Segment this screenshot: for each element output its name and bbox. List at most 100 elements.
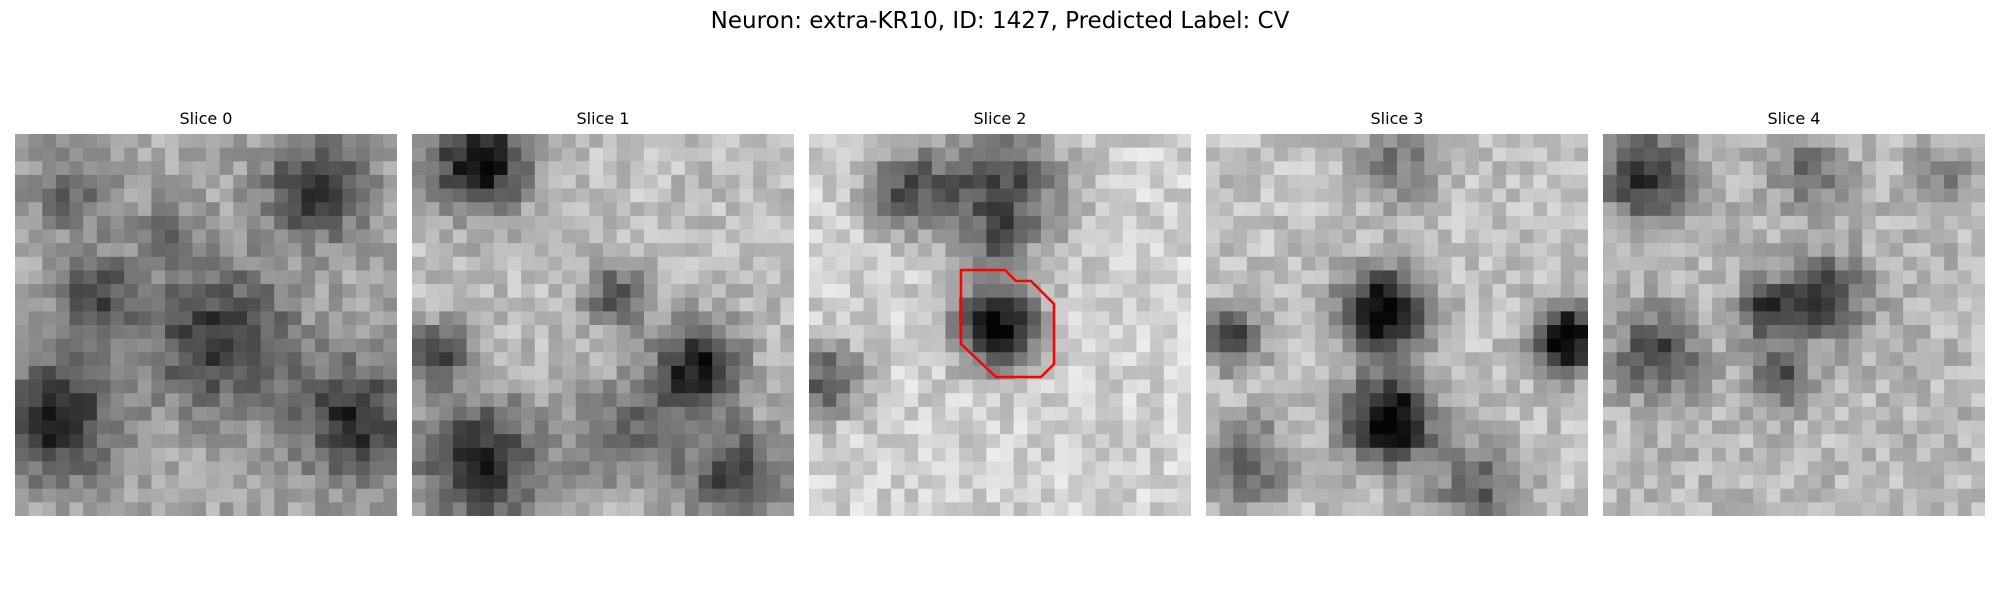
pixel (945, 475, 960, 490)
pixel (1725, 393, 1741, 408)
pixel (1671, 243, 1686, 258)
pixel (1356, 270, 1371, 285)
pixel (1616, 420, 1631, 435)
pixel (534, 270, 550, 285)
pixel (1315, 406, 1330, 422)
pixel (1671, 284, 1686, 299)
pixel (1862, 379, 1877, 394)
pixel (1233, 393, 1248, 408)
pixel (1410, 297, 1425, 312)
pixel (233, 297, 248, 312)
pixel (1848, 393, 1863, 408)
slice-title: Slice 3 (1370, 109, 1424, 128)
pixel (452, 434, 468, 449)
pixel (192, 284, 207, 299)
pixel (809, 365, 824, 381)
pixel (1109, 406, 1124, 422)
pixel (931, 352, 947, 367)
pixel (55, 215, 71, 231)
pixel (1643, 284, 1659, 299)
pixel (1603, 174, 1618, 190)
pixel (1916, 229, 1932, 244)
pixel (1356, 147, 1371, 162)
pixel (1616, 256, 1631, 272)
pixel (1246, 243, 1262, 258)
pixel (1437, 284, 1453, 299)
pixel (301, 311, 316, 326)
pixel (1492, 270, 1507, 285)
pixel (712, 447, 727, 463)
pixel (1944, 188, 1959, 203)
pixel (1177, 270, 1191, 285)
pixel (603, 147, 618, 162)
pixel (739, 393, 754, 408)
pixel (1451, 215, 1466, 231)
pixel (1437, 147, 1453, 162)
pixel (1451, 147, 1466, 162)
pixel (1957, 434, 1972, 449)
pixel (328, 488, 344, 503)
pixel (425, 406, 440, 422)
pixel (1081, 161, 1097, 176)
pixel (1971, 270, 1985, 285)
pixel (1342, 420, 1357, 435)
pixel (766, 134, 781, 149)
pixel (1095, 243, 1110, 258)
pixel (206, 256, 221, 272)
pixel (328, 365, 344, 381)
pixel (589, 229, 604, 244)
pixel (342, 393, 357, 408)
pixel (1698, 161, 1713, 176)
pixel (904, 243, 919, 258)
pixel (1000, 379, 1015, 394)
pixel (1301, 406, 1316, 422)
pixel (534, 475, 550, 490)
pixel (452, 488, 468, 503)
pixel (1766, 502, 1781, 516)
pixel (1109, 284, 1124, 299)
pixel (1068, 406, 1083, 422)
pixel (809, 188, 824, 203)
pixel (369, 488, 384, 503)
pixel (1875, 215, 1891, 231)
pixel (493, 243, 509, 258)
pixel (1560, 406, 1575, 422)
pixel (1219, 406, 1234, 422)
pixel (575, 447, 590, 463)
pixel (412, 284, 427, 299)
pixel (1848, 475, 1863, 490)
pixel (1109, 502, 1124, 516)
pixel (1903, 338, 1918, 353)
pixel (1315, 174, 1330, 190)
pixel (1219, 447, 1234, 463)
pixel (1233, 229, 1248, 244)
pixel (1739, 256, 1754, 272)
pixel (1437, 393, 1453, 408)
pixel (315, 147, 330, 162)
pixel (521, 174, 536, 190)
pixel (1574, 420, 1588, 435)
pixel (356, 379, 371, 394)
pixel (1068, 134, 1083, 149)
pixel (616, 161, 631, 176)
pixel (849, 174, 865, 190)
pixel (151, 461, 166, 476)
pixel (589, 161, 604, 176)
pixel (1054, 161, 1069, 176)
pixel (1821, 161, 1836, 176)
pixel (165, 352, 180, 367)
pixel (1957, 447, 1972, 463)
pixel (1574, 297, 1588, 312)
pixel (219, 475, 234, 490)
pixel (1424, 420, 1439, 435)
pixel (766, 475, 781, 490)
pixel (369, 256, 384, 272)
pixel (945, 188, 960, 203)
pixel (521, 488, 536, 503)
pixel (671, 229, 686, 244)
pixel (1383, 202, 1398, 217)
pixel (918, 461, 933, 476)
pixel (931, 434, 947, 449)
pixel (753, 420, 768, 435)
pixel (1889, 134, 1904, 149)
